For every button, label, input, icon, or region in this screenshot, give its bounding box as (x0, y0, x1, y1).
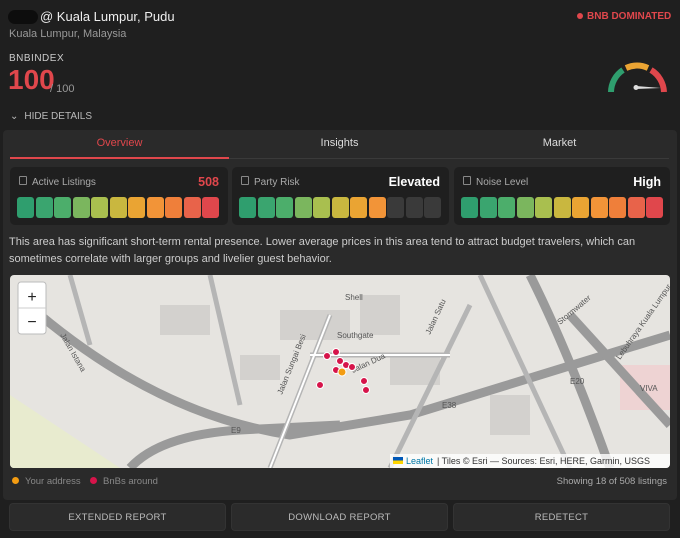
legend-label: Your address (25, 476, 81, 487)
map-label: Southgate (337, 331, 374, 340)
attribution-link[interactable]: Leaflet (406, 456, 434, 466)
tab[interactable]: Market (542, 137, 577, 149)
showing: Showing 18 of 508 listings (556, 476, 667, 487)
button[interactable]: REDETECT (453, 503, 670, 531)
level-segment (368, 197, 386, 218)
level-segment (627, 197, 645, 218)
bnb-dots (316, 348, 370, 394)
level-segment (646, 197, 663, 218)
level-segment (405, 197, 423, 218)
level-segment (165, 197, 182, 218)
level-segment (572, 197, 589, 218)
tab[interactable]: Insights (320, 137, 359, 149)
map-label: E9 (231, 426, 241, 435)
badge: BNB DOMINATED (587, 11, 672, 22)
metric-value: Elevated (388, 175, 440, 189)
legend-dot (12, 477, 19, 484)
legend-label: BnBs around (103, 476, 158, 487)
level-segment (516, 197, 534, 218)
level-segment (535, 197, 552, 218)
metric-card: Active Listings 508 (10, 167, 228, 225)
metric-value: High (633, 175, 661, 189)
level-segment (590, 197, 608, 218)
level-segment (17, 197, 34, 218)
score: 100 (8, 64, 55, 95)
map-label: Shell (345, 293, 363, 302)
level-segment (331, 197, 349, 218)
level-segment (276, 197, 293, 218)
level-segment (109, 197, 127, 218)
level-segment (35, 197, 53, 218)
badge-dot (577, 13, 583, 19)
level-segment (350, 197, 367, 218)
level-segment (553, 197, 571, 218)
metric-label: Noise Level (476, 177, 529, 188)
zoom-in[interactable]: + (27, 289, 36, 306)
map-label: VIVA (640, 384, 658, 393)
level-segment (609, 197, 626, 218)
map[interactable]: Southgate Shell Jalan Sungai Besi Jalan … (10, 275, 670, 468)
toggle-text: HIDE DETAILS (24, 111, 92, 122)
metric-label: Party Risk (254, 177, 300, 188)
level-segment (257, 197, 275, 218)
level-segment (54, 197, 71, 218)
tab-rule (10, 158, 669, 159)
level-segment (498, 197, 515, 218)
metric-value: 508 (198, 175, 219, 189)
level-segment (239, 197, 256, 218)
zoom-out[interactable]: − (27, 314, 36, 331)
level-segment (202, 197, 219, 218)
level-segment (387, 197, 404, 218)
metric-label: Active Listings (32, 177, 96, 188)
title: @ Kuala Lumpur, Pudu (40, 9, 175, 24)
metric-card: Noise Level High (454, 167, 670, 225)
tab[interactable]: Overview (96, 137, 143, 149)
level-segment (479, 197, 497, 218)
toggle[interactable]: ⌄ HIDE DETAILS (10, 111, 92, 122)
map-label: E38 (442, 401, 457, 410)
level-segment (128, 197, 145, 218)
level-segment (91, 197, 108, 218)
button[interactable]: EXTENDED REPORT (9, 503, 226, 531)
level-segment (183, 197, 201, 218)
legend-dot (90, 477, 97, 484)
level-segment (424, 197, 441, 218)
redacted (8, 10, 38, 24)
button[interactable]: DOWNLOAD REPORT (231, 503, 448, 531)
metric-card: Party Risk Elevated (232, 167, 449, 225)
level-segment (294, 197, 312, 218)
index-label: BNBINDEX (9, 53, 65, 64)
map-label: E20 (570, 377, 585, 386)
description: This area has significant short-term ren… (9, 236, 636, 265)
level-segment (313, 197, 330, 218)
level-segment (72, 197, 90, 218)
score-max: / 100 (50, 83, 75, 95)
level-segment (461, 197, 478, 218)
gauge (608, 62, 667, 93)
level-segment (146, 197, 164, 218)
attribution: | Tiles © Esri — Sources: Esri, HERE, Ga… (437, 456, 650, 466)
subtitle: Kuala Lumpur, Malaysia (9, 28, 127, 40)
tab-underline (10, 157, 229, 159)
